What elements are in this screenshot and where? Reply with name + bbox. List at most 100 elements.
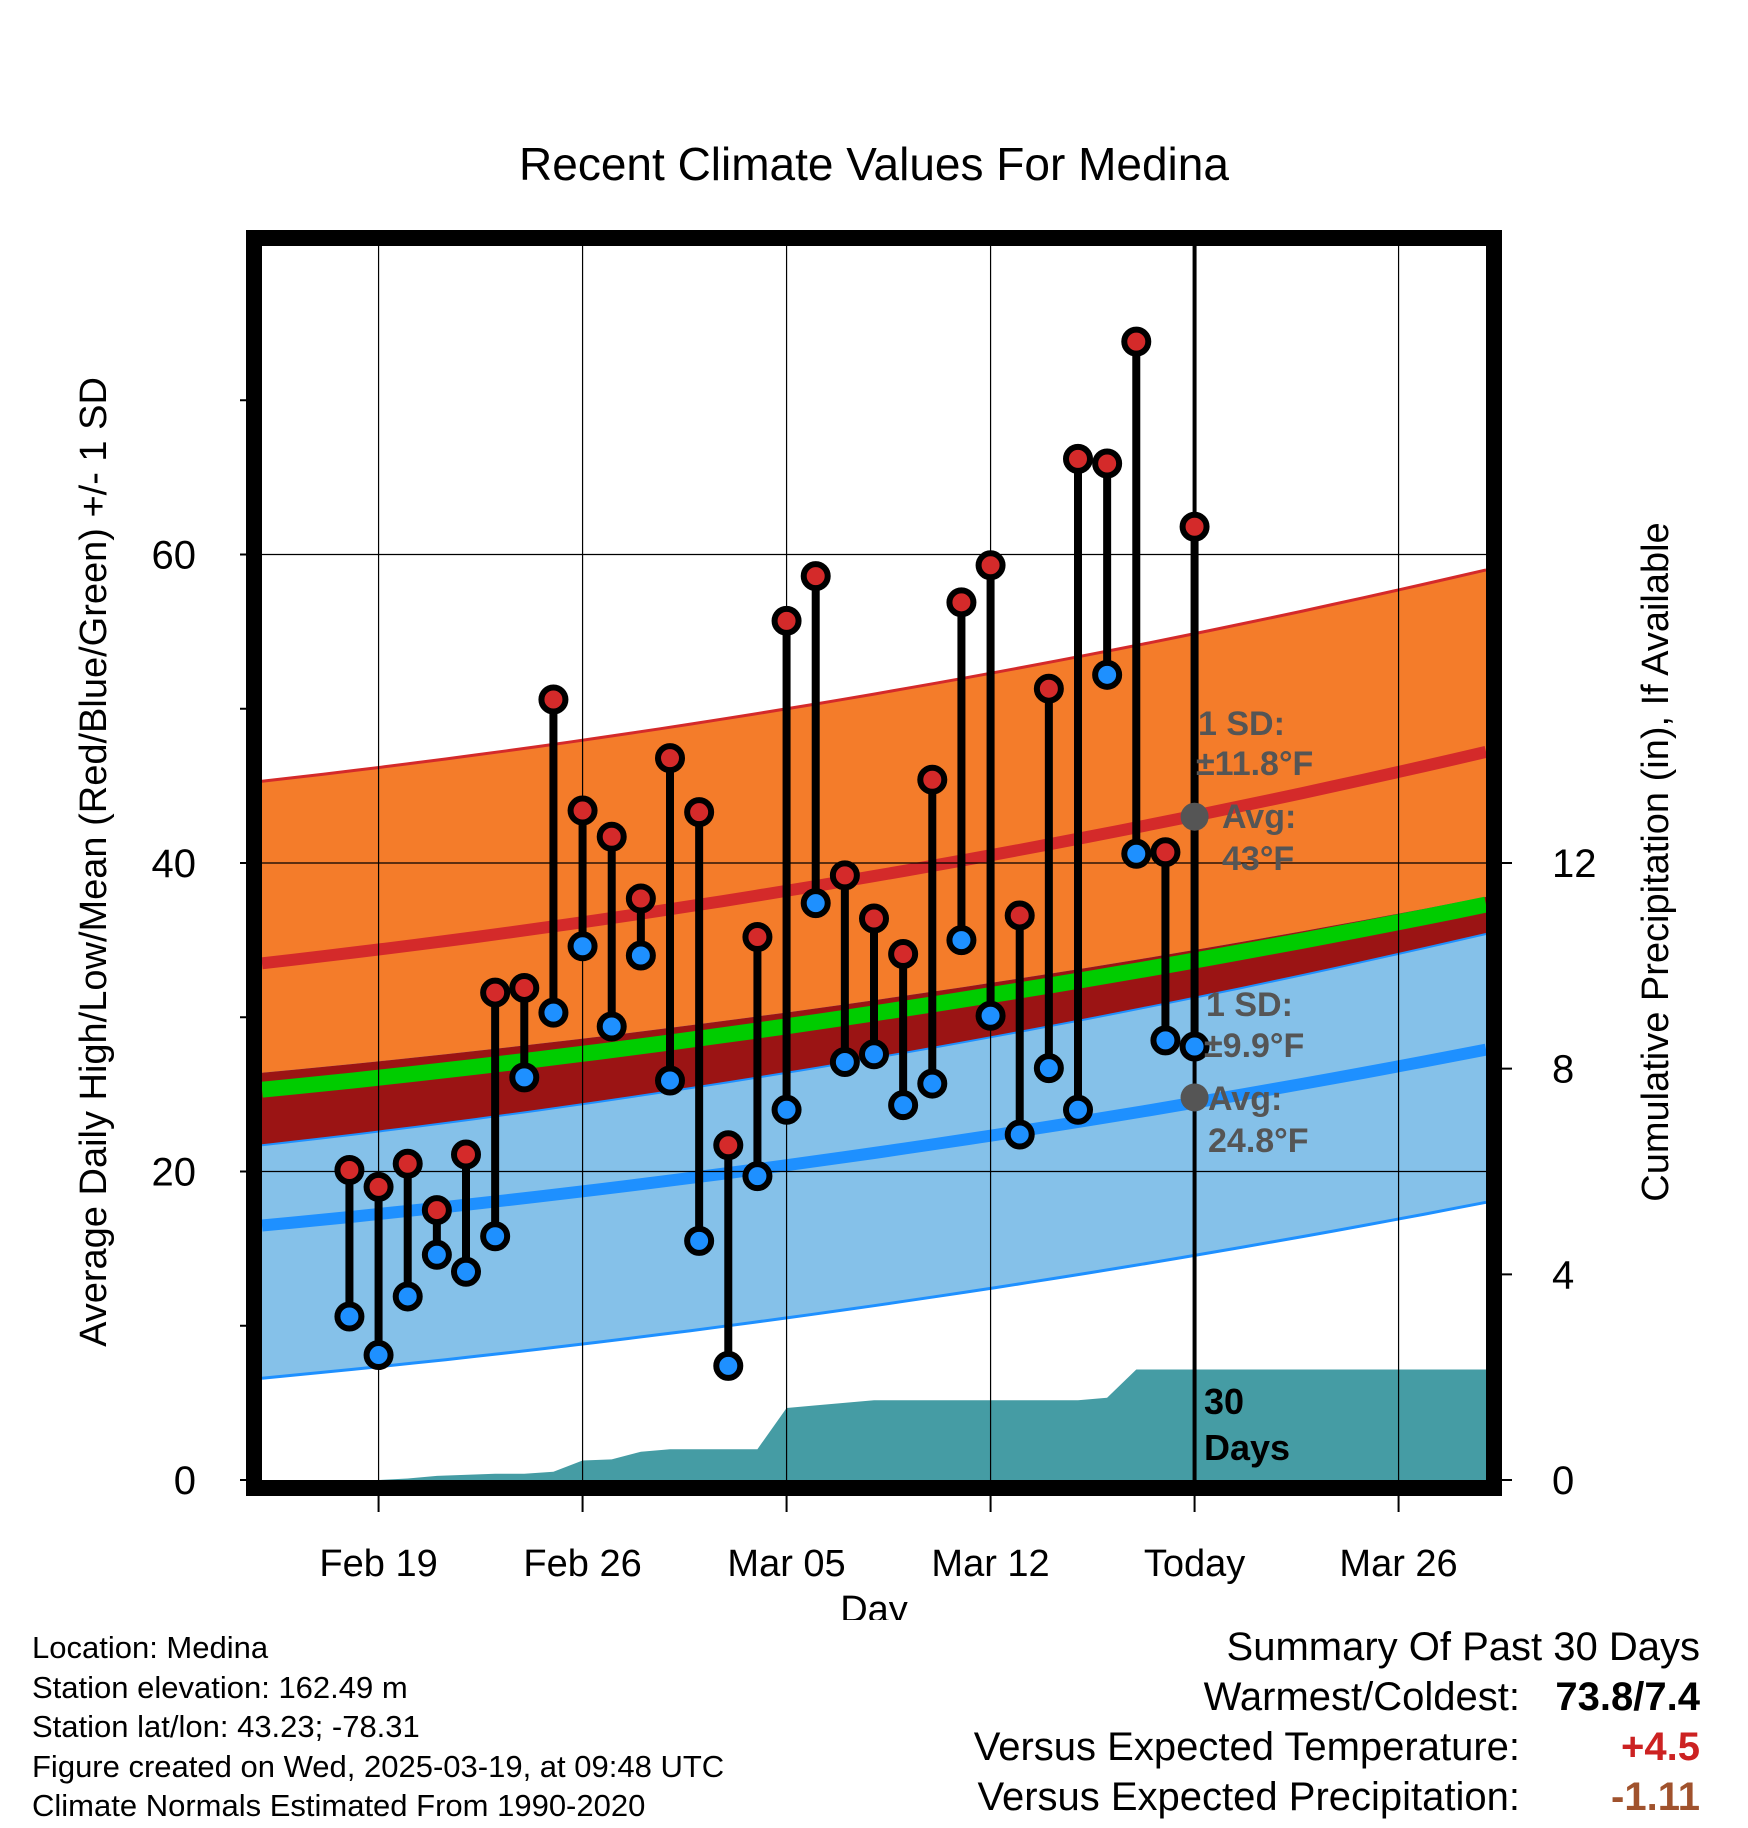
low-point-15 <box>771 1094 802 1125</box>
high-point-26 <box>1092 448 1123 479</box>
high-point-27 <box>1121 326 1152 357</box>
high-avg-label: Avg: <box>1222 798 1296 836</box>
x-tick-label-today: Today <box>1144 1543 1245 1585</box>
x-axis-label: Day <box>840 1589 908 1620</box>
y-axis-label: Average Daily High/Low/Mean (Red/Blue/Gr… <box>73 377 115 1347</box>
low-avg-value: 24.8°F <box>1208 1122 1309 1160</box>
low-point-8 <box>567 931 598 962</box>
high-point-10 <box>625 883 656 914</box>
low-point-5 <box>480 1221 511 1252</box>
high-point-4 <box>451 1139 481 1170</box>
x-tick-label-feb-19: Feb 19 <box>319 1543 437 1585</box>
summary-title: Summary Of Past 30 Days <box>1226 1625 1700 1669</box>
high-point-12 <box>684 797 715 828</box>
high-point-25 <box>1063 443 1093 474</box>
low-point-24 <box>1033 1053 1064 1084</box>
x-tick-label-mar-05: Mar 05 <box>727 1543 845 1585</box>
high-point-2 <box>392 1148 423 1179</box>
temp-label: Versus Expected Temperature: <box>973 1725 1520 1769</box>
high-point-17 <box>829 860 860 891</box>
summary-temp-row: Versus Expected Temperature: +4.5 <box>974 1722 1700 1772</box>
high-point-24 <box>1033 673 1064 704</box>
low-sd-value: ±9.9°F <box>1204 1027 1304 1065</box>
high-point-7 <box>538 684 569 715</box>
low-avg-label: Avg: <box>1208 1080 1282 1118</box>
high-point-6 <box>509 972 540 1003</box>
temp-value: +4.5 <box>1621 1725 1700 1769</box>
low-point-7 <box>538 997 569 1028</box>
high-point-1 <box>363 1171 394 1202</box>
y2-axis-label: Cumulative Precipitation (in), If Availa… <box>1635 522 1677 1201</box>
low-point-17 <box>829 1046 860 1077</box>
summary-precip-row: Versus Expected Precipitation: -1.11 <box>974 1772 1700 1822</box>
high-point-11 <box>655 743 685 774</box>
low-point-2 <box>392 1281 423 1312</box>
high-point-14 <box>742 922 773 953</box>
y2-tick-label-0: 0 <box>1552 1459 1574 1503</box>
low-point-23 <box>1004 1119 1035 1150</box>
high-sd-value: ±11.8°F <box>1196 745 1313 783</box>
high-sd-label: 1 SD: <box>1198 705 1285 743</box>
chart-title: Recent Climate Values For Medina <box>519 138 1229 190</box>
low-point-25 <box>1063 1094 1093 1125</box>
low-lower-edge <box>261 1200 1487 1380</box>
high-point-8 <box>567 795 598 826</box>
high-point-19 <box>888 939 919 970</box>
x-tick-label-mar-12: Mar 12 <box>931 1543 1049 1585</box>
high-point-22 <box>975 550 1006 581</box>
low-point-3 <box>421 1239 452 1270</box>
low-point-20 <box>917 1068 948 1099</box>
y2-tick-label-8: 8 <box>1552 1048 1574 1092</box>
y-tick-label-40: 40 <box>152 842 197 886</box>
high-sd-band <box>262 569 1486 1146</box>
low-point-0 <box>334 1301 365 1332</box>
low-point-13 <box>713 1350 744 1381</box>
high-normal-line <box>261 746 1488 970</box>
elevation-text: Station elevation: 162.49 m <box>32 1669 408 1705</box>
low-point-1 <box>363 1340 394 1371</box>
created-text: Figure created on Wed, 2025-03-19, at 09… <box>32 1748 725 1784</box>
y2-tick-label-12: 12 <box>1552 842 1597 886</box>
low-point-14 <box>742 1161 773 1192</box>
high-upper-edge <box>261 568 1487 783</box>
low-point-27 <box>1121 838 1152 869</box>
high-point-0 <box>334 1154 365 1185</box>
low-point-21 <box>946 925 977 956</box>
high-point-9 <box>596 821 627 852</box>
station-info: Location: Medina Station elevation: 162.… <box>32 1628 724 1826</box>
precip-area <box>262 1369 1486 1480</box>
latlon-text: Station lat/lon: 43.23; -78.31 <box>32 1709 420 1744</box>
warmest-value: 73.8/7.4 <box>1555 1675 1700 1719</box>
y-tick-label-60: 60 <box>152 534 197 578</box>
climate-chart: Recent Climate Values For Medina 1 SD:±1… <box>73 138 1677 1620</box>
low-point-26 <box>1092 659 1123 690</box>
summary-panel: Summary Of Past 30 Days Warmest/Coldest:… <box>974 1622 1700 1822</box>
today-low-normal-marker <box>1180 1083 1209 1112</box>
high-point-28 <box>1150 837 1181 868</box>
days-label-text: Days <box>1204 1427 1290 1468</box>
low-sd-label: 1 SD: <box>1206 986 1293 1024</box>
high-point-20 <box>917 764 948 795</box>
high-point-18 <box>859 903 889 934</box>
low-point-16 <box>800 888 831 919</box>
x-tick-label-mar-26: Mar 26 <box>1339 1543 1457 1585</box>
low-point-extra <box>1179 1031 1210 1062</box>
days-label-number: 30 <box>1204 1381 1244 1422</box>
location-text: Location: Medina <box>32 1630 269 1665</box>
high-point-23 <box>1004 900 1035 931</box>
high-point-extra <box>1179 511 1210 542</box>
today-high-normal-marker <box>1180 802 1209 831</box>
low-point-19 <box>888 1090 919 1121</box>
y-tick-label-0: 0 <box>174 1459 196 1503</box>
low-point-9 <box>596 1011 627 1042</box>
summary-warmest-row: Warmest/Coldest: 73.8/7.4 <box>974 1672 1700 1722</box>
high-point-21 <box>946 587 977 618</box>
low-point-4 <box>451 1256 481 1287</box>
high-point-3 <box>421 1195 452 1226</box>
high-point-13 <box>713 1130 744 1161</box>
high-point-15 <box>771 605 802 636</box>
high-avg-value: 43°F <box>1222 840 1294 878</box>
high-point-5 <box>480 977 511 1008</box>
low-point-10 <box>625 940 656 971</box>
